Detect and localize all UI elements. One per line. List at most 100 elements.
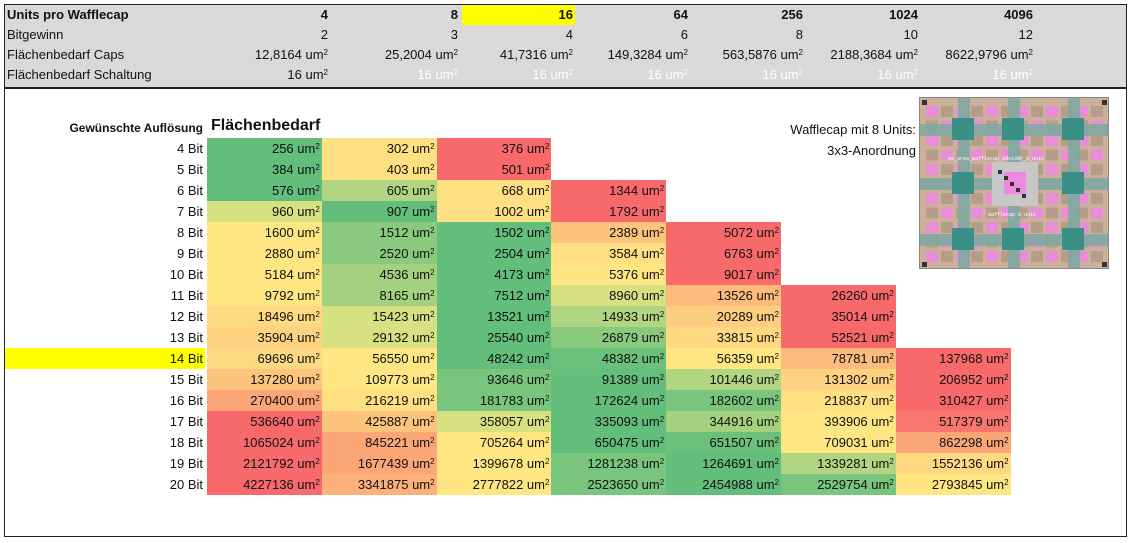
table-cell: 270400 um2	[207, 390, 322, 411]
header-value: 563,5876 um2	[722, 47, 803, 62]
table-cell: 26260 um2	[781, 285, 896, 306]
thumb-tile	[926, 193, 938, 204]
thumb-tile	[1076, 207, 1088, 219]
table-cell: 15423 um2	[321, 306, 437, 327]
thumb-tile	[1091, 222, 1103, 233]
table-cell: 52521 um2	[781, 327, 896, 348]
table-cell: 7512 um2	[436, 285, 552, 306]
header-value: 16 um2	[647, 67, 688, 82]
thumb-tile	[1016, 135, 1028, 146]
table-cell: 425887 um2	[321, 411, 437, 432]
table-cell: 9017 um2	[666, 264, 781, 285]
table-cell: 131302 um2	[781, 369, 896, 390]
thumb-center-pink	[1004, 172, 1026, 194]
table-cell: 2121792 um2	[207, 453, 322, 474]
wafflecap-layout-thumbnail: pe_area_wafflecap_8dvt38P_0_unit Waffleca…	[919, 97, 1109, 269]
table-cell: 172624 um2	[551, 390, 667, 411]
header-value: 12	[1018, 27, 1033, 42]
table-cell: 33815 um2	[666, 327, 781, 348]
thumb-tile	[1046, 251, 1058, 262]
thumb-tile	[1016, 207, 1028, 219]
thumb-tile	[1016, 222, 1028, 233]
table-cell: 403 um2	[321, 159, 437, 180]
table-cell: 256 um2	[207, 138, 322, 159]
header-row-label: Flächenbedarf Caps	[7, 47, 125, 62]
thumb-tile	[1031, 149, 1043, 161]
thumb-node	[1002, 228, 1024, 250]
table-cell: 3341875 um2	[321, 474, 437, 495]
row-label: 19 Bit	[169, 456, 203, 471]
table-cell: 2389 um2	[551, 222, 667, 243]
header-value: 16 um2	[762, 67, 803, 82]
table-cell: 536640 um2	[207, 411, 322, 432]
table-cell: 5376 um2	[551, 264, 667, 285]
table-cell: 1339281 um2	[781, 453, 896, 474]
row-label: 16 Bit	[169, 393, 203, 408]
table-cell: 109773 um2	[321, 369, 437, 390]
thumb-tile	[1031, 207, 1043, 219]
header-row: Flächenbedarf Schaltung 16 um2 16 um2 16 um…	[5, 65, 1126, 85]
header-value: 4096	[1004, 7, 1033, 22]
thumb-tile	[1091, 106, 1103, 117]
thumb-tile	[1001, 135, 1013, 146]
thumb-tile	[1046, 207, 1058, 219]
row-label: 18 Bit	[169, 435, 203, 450]
table-cell: 1552136 um2	[895, 453, 1011, 474]
table-cell: 101446 um2	[666, 369, 781, 390]
thumb-tile	[1031, 106, 1043, 117]
table-cell: 668 um2	[436, 180, 552, 201]
table-cell: 2504 um2	[436, 243, 552, 264]
table-cell: 35014 um2	[781, 306, 896, 327]
row-label: 8 Bit	[176, 225, 203, 240]
thumb-tile	[926, 222, 938, 233]
thumb-tile	[941, 149, 953, 161]
thumb-tile	[1016, 106, 1028, 117]
table-cell: 960 um2	[207, 201, 322, 222]
header-row: Bitgewinn 2 3 4 6 8 10 12	[5, 25, 1126, 45]
header-row: Flächenbedarf Caps 12,8164 um2 25,2004 um2…	[5, 45, 1126, 65]
table-cell: 576 um2	[207, 180, 322, 201]
header-value: 12,8164 um2	[254, 47, 328, 62]
thumb-tile	[971, 251, 983, 262]
thumb-tile	[1076, 135, 1088, 146]
table-cell: 5072 um2	[666, 222, 781, 243]
table-cell: 705264 um2	[436, 432, 552, 453]
header-value: 16 um2	[532, 67, 573, 82]
table-cell: 1264691 um2	[666, 453, 781, 474]
table-cell: 1677439 um2	[321, 453, 437, 474]
table-cell: 137968 um2	[895, 348, 1011, 369]
header-value: 4	[565, 27, 573, 42]
table-cell: 302 um2	[321, 138, 437, 159]
table-cell: 216219 um2	[321, 390, 437, 411]
thumb-label-bottom: Wafflecap 8 unit	[988, 212, 1036, 218]
thumb-tile	[1001, 106, 1013, 117]
table-cell: 56550 um2	[321, 348, 437, 369]
table-cell: 13526 um2	[666, 285, 781, 306]
thumb-diag	[1016, 188, 1020, 192]
header-value: 2	[320, 27, 328, 42]
table-cell: 48242 um2	[436, 348, 552, 369]
thumb-tile	[1091, 193, 1103, 204]
thumb-tile	[1091, 149, 1103, 161]
table-cell: 1600 um2	[207, 222, 322, 243]
thumb-tile	[986, 222, 998, 233]
thumb-tile	[1061, 135, 1073, 146]
spreadsheet: Units pro Wafflecap 4 8 16 64 256 1024 4096 Bitg…	[4, 4, 1127, 537]
thumb-node	[952, 228, 974, 250]
table-cell: 6763 um2	[666, 243, 781, 264]
header-value: 16 um2	[417, 67, 458, 82]
table-cell: 4227136 um2	[207, 474, 322, 495]
thumb-tile	[941, 193, 953, 204]
thumb-tile	[971, 164, 983, 175]
table-cell: 1502 um2	[436, 222, 552, 243]
thumb-corner	[1102, 262, 1107, 267]
thumb-corner	[1102, 100, 1107, 105]
thumb-corner	[922, 262, 927, 267]
table-cell: 56359 um2	[666, 348, 781, 369]
thumb-corner	[922, 100, 927, 105]
table-cell: 4173 um2	[436, 264, 552, 285]
thumb-tile	[971, 106, 983, 117]
table-cell: 2523650 um2	[551, 474, 667, 495]
table-cell: 376 um2	[436, 138, 552, 159]
header-value: 6	[680, 27, 688, 42]
